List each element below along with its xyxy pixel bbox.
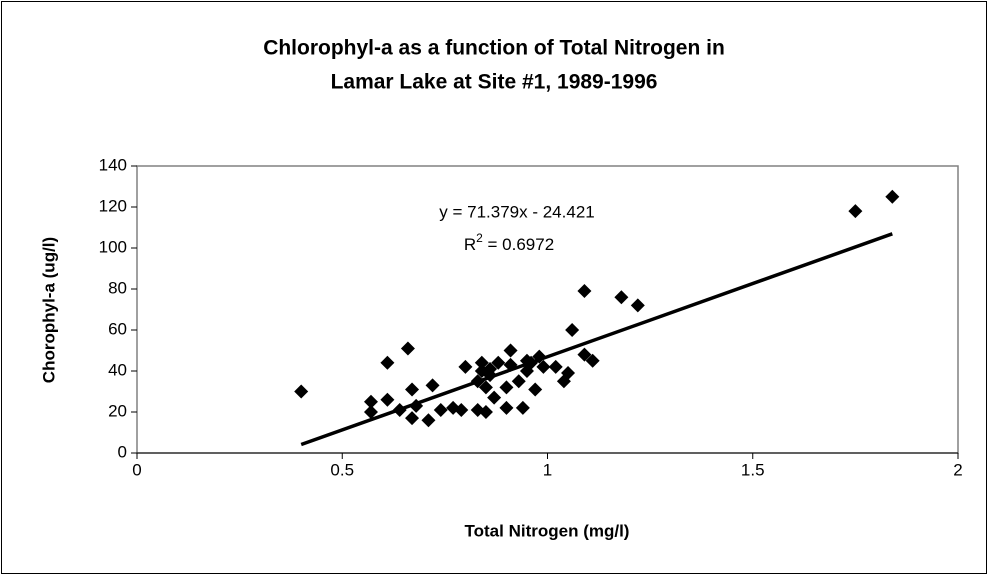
point bbox=[532, 349, 547, 364]
point bbox=[405, 411, 420, 426]
x-tick-label: 1 bbox=[543, 460, 552, 479]
chart-title: Chlorophyl-a as a function of Total Nitr… bbox=[263, 37, 725, 60]
y-tick-label: 20 bbox=[108, 401, 127, 420]
point bbox=[363, 405, 378, 419]
point bbox=[433, 402, 448, 417]
point bbox=[487, 390, 502, 405]
point bbox=[630, 298, 645, 313]
point bbox=[503, 357, 518, 372]
point bbox=[885, 189, 900, 204]
point bbox=[380, 392, 395, 407]
point bbox=[524, 355, 539, 370]
x-axis-label: Total Nitrogen (mg/l) bbox=[465, 521, 630, 540]
r-squared-sup: 2 bbox=[476, 231, 483, 245]
y-tick-label: 40 bbox=[108, 360, 127, 379]
r-squared-value: = 0.6972 bbox=[483, 235, 554, 254]
point bbox=[577, 347, 592, 362]
point bbox=[503, 343, 518, 358]
point bbox=[515, 400, 530, 415]
x-tick-label: 0.5 bbox=[330, 460, 354, 479]
plot-area bbox=[136, 165, 959, 454]
point bbox=[577, 284, 592, 299]
y-tick-label: 80 bbox=[108, 278, 127, 297]
point bbox=[491, 355, 506, 370]
point bbox=[536, 359, 551, 374]
point bbox=[409, 398, 424, 413]
point bbox=[380, 355, 395, 370]
point bbox=[478, 380, 493, 395]
point bbox=[400, 341, 415, 356]
point bbox=[499, 400, 514, 415]
r-squared: R2 = 0.6972 bbox=[464, 231, 554, 254]
point bbox=[392, 402, 407, 417]
r-squared-r: R bbox=[464, 235, 476, 254]
chart-title: Lamar Lake at Site #1, 1989-1996 bbox=[331, 71, 658, 94]
point bbox=[421, 413, 436, 428]
point bbox=[848, 204, 863, 219]
y-axis-label: Chorophyl-a (ug/l) bbox=[39, 237, 58, 383]
point bbox=[458, 359, 473, 374]
y-tick-label: 0 bbox=[118, 442, 127, 461]
x-tick-label: 2 bbox=[953, 460, 962, 479]
point bbox=[528, 382, 543, 397]
point bbox=[478, 405, 493, 419]
point bbox=[483, 361, 498, 376]
point bbox=[585, 353, 600, 368]
x-tick-label: 1.5 bbox=[741, 460, 765, 479]
y-tick-label: 60 bbox=[108, 319, 127, 338]
point bbox=[454, 402, 469, 417]
point bbox=[511, 374, 526, 389]
point bbox=[548, 359, 563, 374]
point bbox=[614, 290, 629, 305]
y-tick-label: 140 bbox=[99, 155, 127, 174]
point bbox=[425, 378, 440, 393]
point bbox=[405, 382, 420, 397]
point bbox=[499, 380, 514, 395]
point bbox=[474, 355, 489, 370]
trendline-equation: y = 71.379x - 24.421 bbox=[439, 202, 594, 221]
point bbox=[470, 374, 485, 389]
x-tick-label: 0 bbox=[132, 460, 141, 479]
y-tick-label: 100 bbox=[99, 237, 127, 256]
point bbox=[565, 323, 580, 337]
point bbox=[294, 384, 309, 399]
y-tick-label: 120 bbox=[99, 196, 127, 215]
point bbox=[561, 366, 576, 381]
point bbox=[363, 394, 378, 409]
